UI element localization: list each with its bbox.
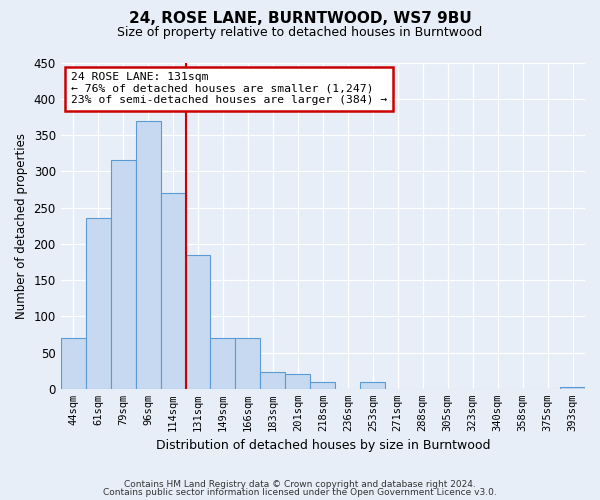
Text: Size of property relative to detached houses in Burntwood: Size of property relative to detached ho… xyxy=(118,26,482,39)
Bar xyxy=(211,338,235,389)
Bar xyxy=(260,372,286,389)
Bar xyxy=(110,160,136,389)
Bar xyxy=(185,254,211,389)
Bar xyxy=(86,218,110,389)
Bar xyxy=(360,382,385,389)
Bar xyxy=(161,193,185,389)
X-axis label: Distribution of detached houses by size in Burntwood: Distribution of detached houses by size … xyxy=(155,440,490,452)
Text: Contains HM Land Registry data © Crown copyright and database right 2024.: Contains HM Land Registry data © Crown c… xyxy=(124,480,476,489)
Text: Contains public sector information licensed under the Open Government Licence v3: Contains public sector information licen… xyxy=(103,488,497,497)
Bar xyxy=(235,338,260,389)
Bar xyxy=(286,374,310,389)
Y-axis label: Number of detached properties: Number of detached properties xyxy=(15,132,28,318)
Bar xyxy=(310,382,335,389)
Bar xyxy=(136,120,161,389)
Text: 24, ROSE LANE, BURNTWOOD, WS7 9BU: 24, ROSE LANE, BURNTWOOD, WS7 9BU xyxy=(128,11,472,26)
Bar xyxy=(560,386,585,389)
Text: 24 ROSE LANE: 131sqm
← 76% of detached houses are smaller (1,247)
23% of semi-de: 24 ROSE LANE: 131sqm ← 76% of detached h… xyxy=(71,72,388,106)
Bar xyxy=(61,338,86,389)
